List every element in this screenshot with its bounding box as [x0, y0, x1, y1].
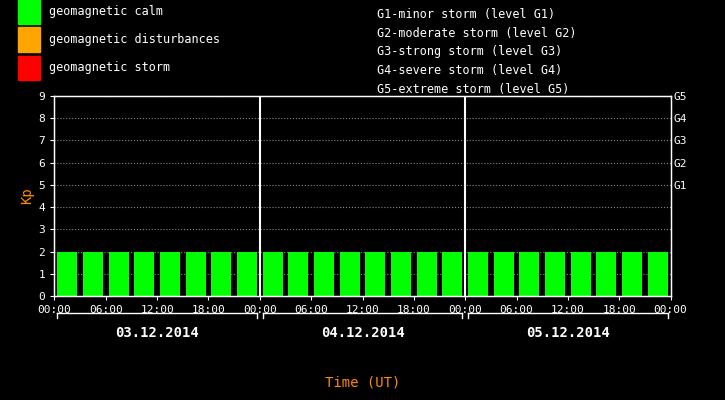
Bar: [262, 252, 283, 296]
Text: geomagnetic storm: geomagnetic storm: [49, 61, 170, 74]
Text: 03.12.2014: 03.12.2014: [115, 326, 199, 340]
Text: geomagnetic disturbances: geomagnetic disturbances: [49, 33, 220, 46]
Bar: [442, 252, 463, 296]
Bar: [365, 252, 386, 296]
Bar: [339, 252, 360, 296]
Bar: [417, 252, 436, 296]
Text: 05.12.2014: 05.12.2014: [526, 326, 610, 340]
Bar: [391, 252, 411, 296]
Bar: [289, 252, 308, 296]
Bar: [314, 252, 334, 296]
Bar: [622, 252, 642, 296]
Bar: [545, 252, 565, 296]
Bar: [83, 252, 103, 296]
Bar: [237, 252, 257, 296]
Bar: [186, 252, 206, 296]
Bar: [57, 252, 78, 296]
Bar: [109, 252, 128, 296]
Text: G5-extreme storm (level G5): G5-extreme storm (level G5): [377, 83, 569, 96]
Bar: [18, 0, 40, 24]
Bar: [134, 252, 154, 296]
Bar: [18, 27, 40, 52]
Text: G4-severe storm (level G4): G4-severe storm (level G4): [377, 64, 563, 78]
Text: Time (UT): Time (UT): [325, 375, 400, 389]
Y-axis label: Kp: Kp: [20, 188, 34, 204]
Text: geomagnetic calm: geomagnetic calm: [49, 5, 162, 18]
Bar: [494, 252, 514, 296]
Bar: [468, 252, 488, 296]
Bar: [519, 252, 539, 296]
Text: G3-strong storm (level G3): G3-strong storm (level G3): [377, 46, 563, 58]
Text: G2-moderate storm (level G2): G2-moderate storm (level G2): [377, 26, 576, 40]
Bar: [597, 252, 616, 296]
Bar: [647, 252, 668, 296]
Text: G1-minor storm (level G1): G1-minor storm (level G1): [377, 8, 555, 21]
Bar: [571, 252, 591, 296]
Bar: [160, 252, 180, 296]
Bar: [211, 252, 231, 296]
Bar: [18, 56, 40, 80]
Text: 04.12.2014: 04.12.2014: [320, 326, 405, 340]
